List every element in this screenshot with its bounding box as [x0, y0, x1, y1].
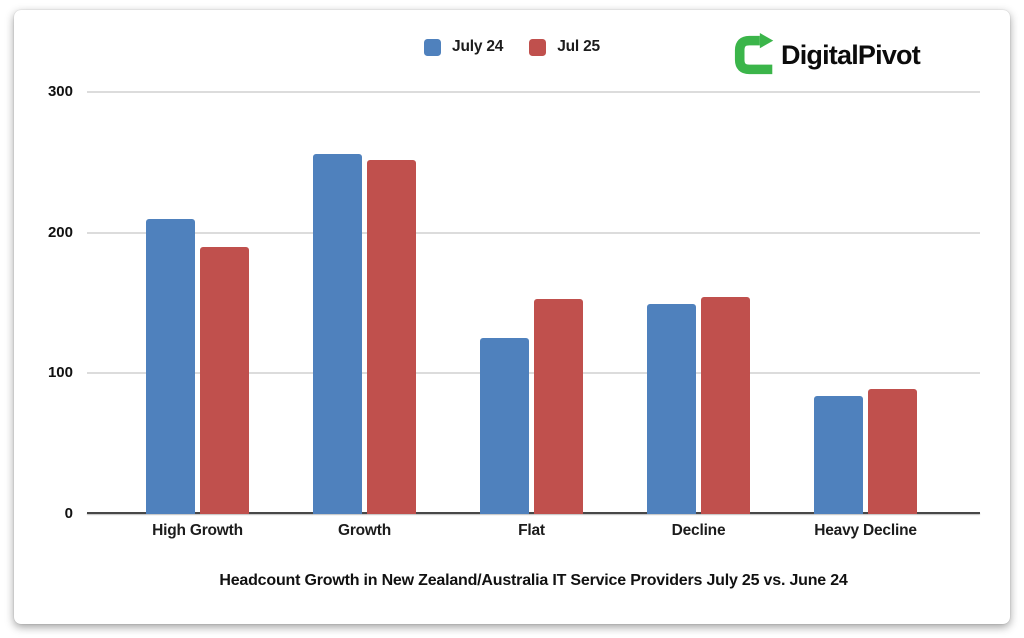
- gridline-300: [87, 91, 980, 93]
- y-tick-label-200: 200: [47, 223, 73, 241]
- chart-card: July 24 Jul 25 DigitalPivot 0 100 200 300 Hi…: [14, 10, 1010, 624]
- pivot-arrow-icon: [734, 32, 774, 75]
- bars-row: [114, 92, 949, 514]
- bar-jul-25-flat: [534, 298, 583, 514]
- x-category-label-decline: Decline: [671, 522, 726, 539]
- x-category-label-heavy-decline: Heavy Decline: [814, 522, 917, 539]
- bar-group-growth: [281, 92, 448, 514]
- y-tick-label-0: 0: [64, 505, 73, 522]
- plot-area: 0 100 200 300: [48, 83, 980, 522]
- gridline-200: [87, 231, 980, 234]
- bar-july-24-flat: [480, 338, 529, 514]
- bar-july-24-high-growth: [146, 218, 195, 514]
- bar-jul-25-decline: [701, 297, 750, 514]
- brand-logo: DigitalPivot: [733, 32, 921, 78]
- bar-jul-25-high-growth: [200, 246, 249, 514]
- x-category-label-flat: Flat: [518, 522, 545, 539]
- x-axis-labels: High Growth Growth Flat Decline Heavy Declin…: [114, 522, 949, 540]
- chart-legend: July 24 Jul 25: [14, 38, 1010, 56]
- y-tick-label-100: 100: [47, 364, 73, 382]
- x-category-label-growth: Growth: [337, 522, 392, 539]
- legend-item-july-24: July 24: [424, 38, 503, 56]
- y-tick-label-300: 300: [47, 83, 73, 100]
- bar-group-high-growth: [114, 92, 281, 514]
- brand-logo-text: DigitalPivot: [781, 39, 921, 70]
- legend-swatch-icon-jul-25: [529, 38, 547, 56]
- bar-group-decline: [615, 92, 782, 514]
- bar-jul-25-heavy-decline: [868, 388, 917, 514]
- bar-group-heavy-decline: [782, 92, 949, 514]
- gridline-100: [87, 372, 980, 375]
- x-axis-line: [87, 512, 980, 514]
- legend-item-jul-25: Jul 25: [529, 38, 600, 56]
- legend-label-jul-25: Jul 25: [557, 38, 600, 55]
- bar-july-24-growth: [313, 153, 362, 514]
- bar-group-flat: [448, 92, 615, 514]
- chart-title: Headcount Growth in New Zealand/Australi…: [219, 572, 848, 589]
- bar-jul-25-growth: [367, 159, 416, 514]
- bar-july-24-heavy-decline: [814, 395, 863, 514]
- x-category-label-high-growth: High Growth: [152, 522, 243, 539]
- bar-july-24-decline: [647, 304, 696, 514]
- legend-swatch-icon-july-24: [424, 38, 442, 56]
- legend-label-july-24: July 24: [452, 38, 504, 55]
